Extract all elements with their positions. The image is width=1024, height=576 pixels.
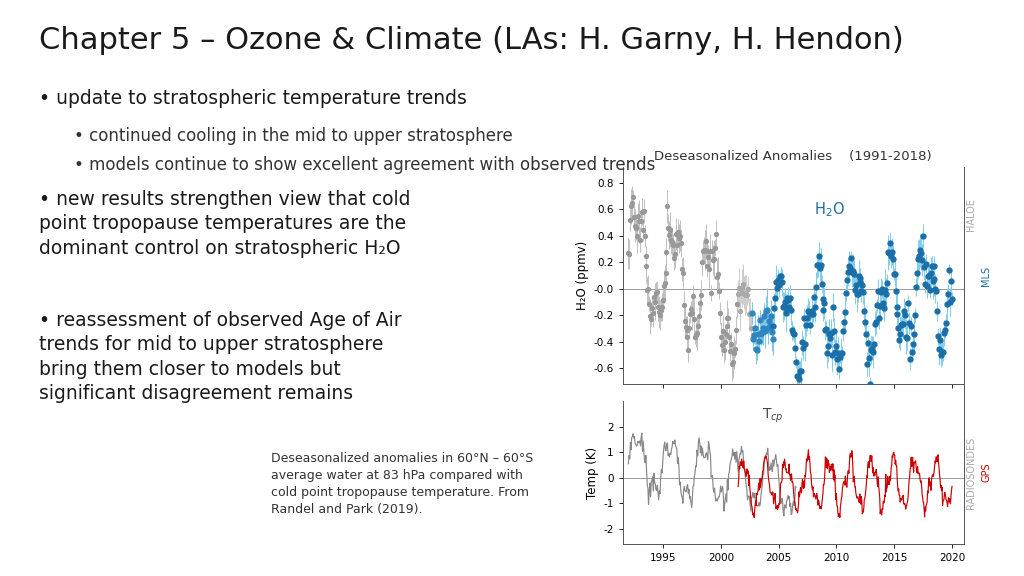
Text: • models continue to show excellent agreement with observed trends: • models continue to show excellent agre… xyxy=(74,156,655,173)
Text: • new results strengthen view that cold
point tropopause temperatures are the
do: • new results strengthen view that cold … xyxy=(39,190,411,257)
Text: • continued cooling in the mid to upper stratosphere: • continued cooling in the mid to upper … xyxy=(74,127,512,145)
Text: MLS: MLS xyxy=(981,266,991,286)
Title: Deseasonalized Anomalies    (1991-2018): Deseasonalized Anomalies (1991-2018) xyxy=(654,150,932,163)
Text: • update to stratospheric temperature trends: • update to stratospheric temperature tr… xyxy=(39,89,467,108)
Text: HALOE: HALOE xyxy=(966,198,976,231)
Y-axis label: Temp (K): Temp (K) xyxy=(586,446,599,499)
Text: Deseasonalized anomalies in 60°N – 60°S
average water at 83 hPa compared with
co: Deseasonalized anomalies in 60°N – 60°S … xyxy=(271,452,534,516)
Y-axis label: H₂O (ppmv): H₂O (ppmv) xyxy=(577,241,589,310)
Text: Chapter 5 – Ozone & Climate (LAs: H. Garny, H. Hendon): Chapter 5 – Ozone & Climate (LAs: H. Gar… xyxy=(39,26,903,55)
Text: T$_{cp}$: T$_{cp}$ xyxy=(763,406,784,425)
Text: H$_2$O: H$_2$O xyxy=(813,201,845,219)
Text: • reassessment of observed Age of Air
trends for mid to upper stratosphere
bring: • reassessment of observed Age of Air tr… xyxy=(39,311,401,403)
Text: RADIOSONDES: RADIOSONDES xyxy=(966,437,976,509)
Text: GPS: GPS xyxy=(981,463,991,483)
